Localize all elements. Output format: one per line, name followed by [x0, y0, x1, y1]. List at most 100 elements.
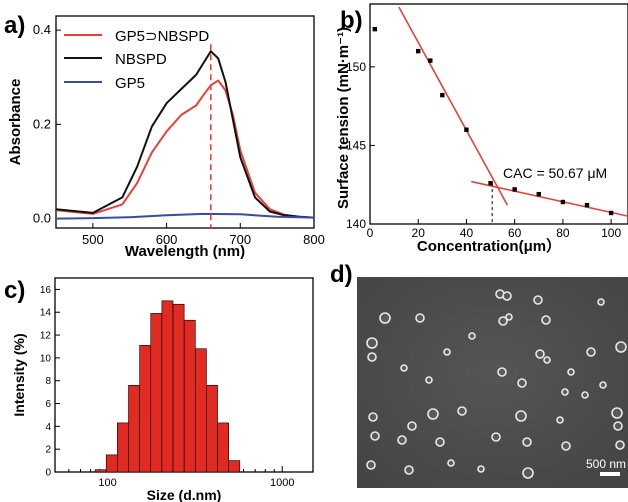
nanoparticle — [597, 298, 605, 306]
panel-c: c) 100 1000 0 2 4 6 8 10 12 14 16 Size (d.nm) Inte… — [4, 277, 314, 502]
panel-d: d) 500 nm — [330, 261, 628, 488]
histogram-bar — [139, 345, 152, 473]
fit-lines-b — [398, 6, 628, 217]
nanoparticle — [586, 347, 596, 357]
x-axis-label-a: Wavelength (nm) — [125, 243, 245, 260]
plot-frame-a — [55, 15, 315, 229]
x-tick-label-a: 600 — [156, 232, 178, 247]
y-axis-label-c: Intensity (%) — [11, 333, 27, 416]
nanoparticle — [615, 440, 625, 450]
legend-label-1: NBSPD — [115, 51, 167, 68]
nanoparticle — [502, 291, 512, 301]
nanoparticle — [477, 465, 485, 473]
nanoparticle — [427, 408, 439, 420]
x-tick-label-a: 500 — [82, 232, 104, 247]
nanoparticle — [581, 391, 589, 399]
histogram-bar — [117, 422, 129, 473]
nanoparticles — [366, 289, 627, 479]
nanoparticle — [515, 410, 527, 422]
histogram-bar — [194, 348, 207, 473]
y-tick-label-a: 0.0 — [33, 211, 51, 226]
nanoparticle — [561, 388, 569, 396]
histogram-bar — [217, 422, 229, 473]
nanoparticle — [599, 381, 607, 389]
nanoparticle — [522, 467, 534, 479]
x-axis-label-c: Size (d.nm) — [147, 487, 222, 502]
data-point — [608, 210, 614, 216]
nanoparticle — [556, 416, 564, 424]
nanoparticle — [522, 437, 532, 447]
y-tick-label-b: 145 — [346, 138, 366, 152]
axis-ticks-a: 500 600 700 800 0.0 0.2 0.4 — [33, 22, 325, 247]
nanoparticle — [535, 349, 545, 359]
nanoparticle — [615, 341, 627, 353]
y-axis-label-b: Surface tension (mN·m⁻¹) — [335, 27, 352, 209]
nanoparticle — [415, 313, 425, 323]
x-tick-label-c: 1000 — [270, 477, 294, 489]
nanoparticle — [366, 460, 376, 470]
y-tick-label-c: 14 — [40, 308, 52, 319]
x-tick-label-c: 100 — [98, 477, 116, 489]
y-tick-label-b: 150 — [346, 60, 366, 74]
histogram-bar — [206, 384, 218, 473]
nanoparticle — [541, 315, 551, 325]
histogram-bar — [150, 313, 163, 473]
nanoparticle — [543, 356, 551, 364]
nanoparticle — [491, 432, 501, 442]
nanoparticle — [443, 348, 451, 356]
spectrum-line-0 — [55, 79, 315, 219]
tem-image — [357, 277, 628, 488]
nanoparticle — [613, 421, 623, 431]
x-tick-label-a: 800 — [303, 232, 325, 247]
data-point — [488, 180, 493, 186]
x-tick-label-b: 60 — [508, 226, 522, 240]
x-tick-label-b: 20 — [412, 226, 426, 240]
x-tick-label-b: 80 — [556, 226, 570, 240]
data-point — [372, 26, 378, 32]
nanoparticle — [611, 407, 623, 419]
y-axis-label-a: Absorbance — [7, 79, 24, 166]
nanoparticle — [497, 367, 507, 377]
plot-frame-b — [369, 3, 628, 225]
panel-label-a: a) — [4, 12, 25, 39]
panel-label-c: c) — [4, 277, 25, 304]
nanoparticle — [407, 421, 417, 431]
nanoparticle — [457, 406, 467, 416]
data-point — [440, 92, 445, 98]
y-tick-label-c: 8 — [45, 376, 51, 387]
nanoparticle — [400, 364, 408, 372]
data-points-b — [372, 26, 614, 216]
nanoparticle — [447, 459, 455, 467]
nanoparticle — [367, 352, 377, 362]
y-tick-label-c: 12 — [40, 331, 52, 342]
nanoparticle — [567, 368, 575, 376]
scale-bar — [600, 472, 620, 476]
nanoparticle — [533, 295, 543, 305]
nanoparticle — [517, 378, 527, 388]
histogram-bar — [161, 300, 174, 473]
x-axis-label-b: Concentration(μm） — [417, 237, 561, 255]
data-point — [560, 199, 566, 205]
nanoparticle — [425, 376, 433, 384]
spectra-a — [55, 50, 315, 220]
y-tick-label-c: 0 — [45, 468, 51, 479]
histogram-bar — [183, 319, 196, 473]
nanoparticle — [368, 412, 378, 422]
y-tick-label-a: 0.2 — [33, 116, 51, 131]
y-tick-label-c: 2 — [45, 445, 51, 456]
axis-ticks-b: 0 20 40 60 80 100 140 145 150 — [346, 60, 621, 240]
data-point — [584, 202, 590, 208]
nanoparticle — [397, 435, 407, 445]
y-tick-label-c: 6 — [45, 399, 51, 410]
spectrum-line-2 — [55, 212, 315, 220]
panel-label-d: d) — [330, 261, 353, 288]
nanoparticle — [435, 437, 445, 447]
data-point — [416, 48, 421, 54]
histogram-bar — [105, 454, 118, 473]
x-tick-label-a: 700 — [229, 232, 251, 247]
histogram-bars — [94, 300, 241, 473]
nanoparticle — [561, 441, 571, 451]
panel-a: a) 500 600 700 800 0.0 0.2 0.4 GP5⊃NBSPD NBSPD… — [4, 12, 325, 260]
